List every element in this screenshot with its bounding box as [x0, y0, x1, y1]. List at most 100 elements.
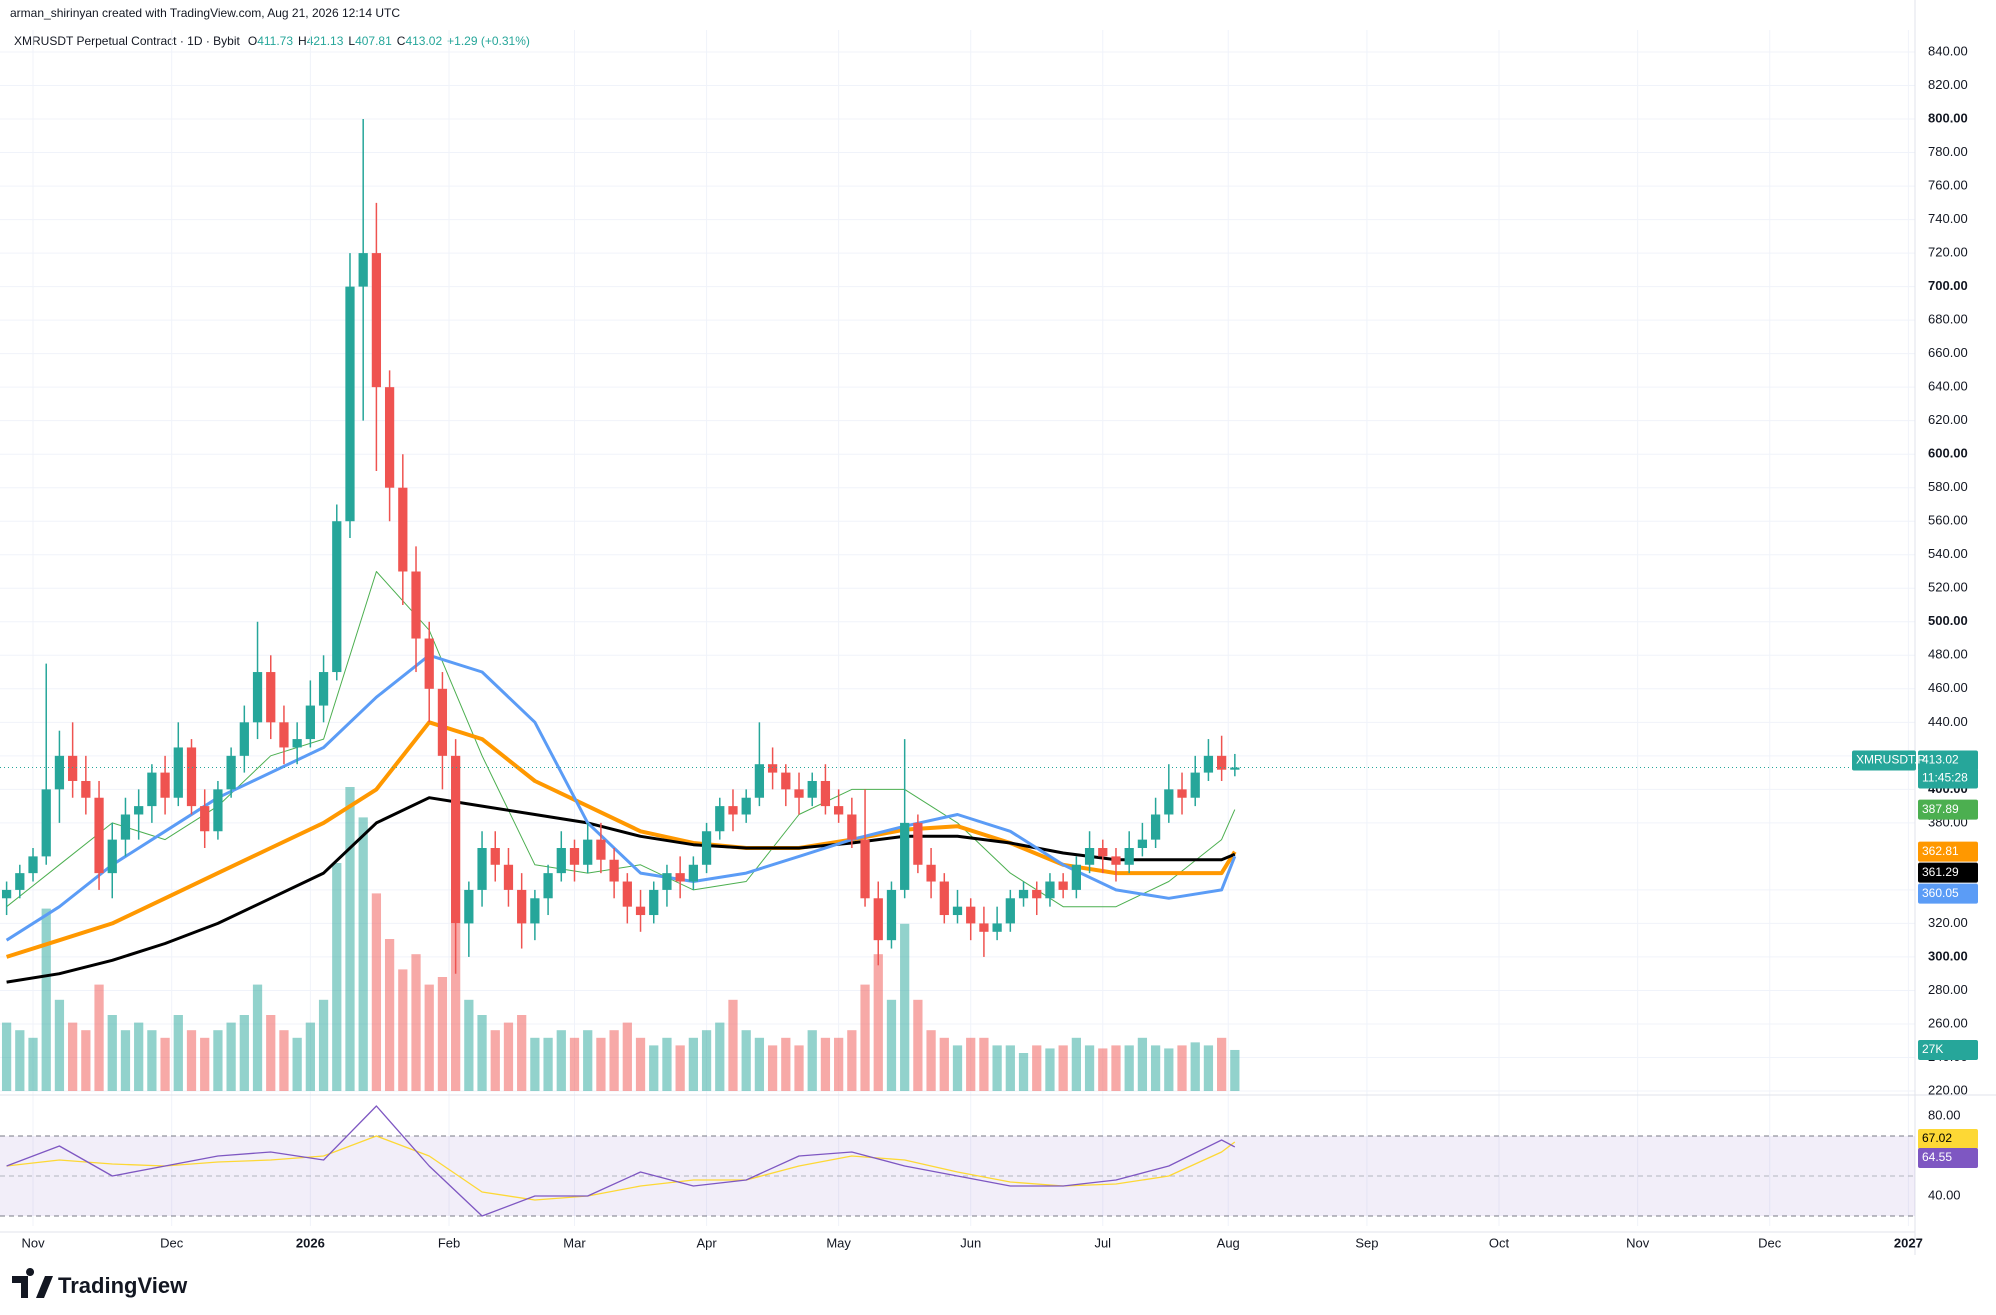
candle-body — [1230, 767, 1240, 770]
volume-bar — [952, 1045, 963, 1091]
volume-bar — [794, 1045, 804, 1091]
candle-body — [688, 864, 698, 882]
candle-body — [503, 864, 514, 890]
y-tick-label: 580.00 — [1928, 479, 1968, 494]
countdown-badge-bg — [1918, 768, 1978, 789]
rsi-tick-label: 80.00 — [1928, 1107, 1961, 1122]
price-badge: 413.02 — [1922, 753, 1959, 767]
x-tick-label: Jun — [960, 1235, 981, 1250]
volume-bar — [728, 999, 738, 1091]
candle-body — [530, 898, 540, 924]
volume-bar — [1164, 1048, 1174, 1091]
legend: XMRUSDT Perpetual Contract · 1D · Bybit O… — [14, 34, 530, 48]
volume-bar — [1058, 1045, 1068, 1091]
x-tick-label: Mar — [563, 1235, 586, 1250]
candle-body — [134, 806, 144, 815]
rsi-badge: 64.55 — [1922, 1150, 1952, 1164]
candle-body — [94, 797, 104, 874]
candle-body — [1018, 889, 1029, 899]
candle-body — [279, 722, 289, 748]
candle-body — [662, 873, 672, 890]
candle-body — [873, 898, 883, 941]
y-tick-label: 500.00 — [1928, 613, 1968, 628]
x-tick-label: Nov — [21, 1235, 45, 1250]
candle-body — [15, 873, 25, 890]
rsi-badge-bg — [1918, 1148, 1978, 1168]
y-tick-label: 640.00 — [1928, 379, 1968, 394]
candle-body — [1164, 789, 1174, 815]
y-tick-label: 260.00 — [1928, 1015, 1968, 1030]
x-tick-label: Dec — [1758, 1235, 1782, 1250]
candle-body — [807, 780, 817, 798]
volume-bar — [490, 1030, 500, 1091]
ohlc-key: C — [397, 34, 406, 48]
header: arman_shirinyan created with TradingView… — [10, 6, 400, 20]
y-tick-label: 220.00 — [1928, 1082, 1968, 1097]
candle-body — [292, 739, 302, 748]
x-tick-label: Feb — [438, 1235, 460, 1250]
candle-body — [886, 889, 897, 941]
candle-body — [437, 688, 448, 756]
volume-bar — [213, 1030, 223, 1091]
candle-body — [398, 487, 408, 572]
candle-body — [1150, 814, 1161, 840]
logo-icon — [12, 1268, 53, 1298]
volume-bar — [820, 1037, 831, 1091]
candle-body — [622, 881, 632, 907]
volume-bar — [1098, 1048, 1108, 1091]
candle-body — [107, 839, 117, 874]
candle-body — [1084, 848, 1095, 865]
candle-body — [1190, 772, 1200, 798]
candle-body — [451, 755, 461, 924]
y-tick-label: 300.00 — [1928, 948, 1968, 963]
candle-body — [939, 881, 949, 916]
candle-body — [28, 856, 38, 874]
candle-body — [1058, 881, 1068, 890]
volume-bar — [332, 863, 342, 1091]
volume-bar — [556, 1030, 566, 1091]
candle-body — [477, 848, 487, 890]
candle-body — [213, 789, 223, 832]
volume-bar — [173, 1015, 183, 1091]
candle-body — [966, 906, 976, 924]
candle-body — [54, 755, 65, 790]
change: +1.29 (+0.31%) — [447, 34, 530, 48]
y-tick-label: 460.00 — [1928, 680, 1968, 695]
candle-body — [345, 286, 355, 522]
volume-bar — [583, 1030, 593, 1091]
volume-bar — [900, 923, 910, 1091]
volume-bar — [1217, 1037, 1227, 1091]
volume-bar — [226, 1022, 236, 1091]
volume-bar — [384, 939, 395, 1091]
candle-body — [252, 672, 263, 723]
candle-body — [728, 806, 738, 815]
candle-body — [794, 789, 804, 798]
volume-bar — [134, 1022, 144, 1091]
volume-bar — [107, 1015, 117, 1091]
candle-body — [596, 839, 606, 860]
ohlc-value: 407.81 — [355, 34, 392, 48]
ohlc-key: H — [298, 34, 307, 48]
volume-bar — [847, 1030, 857, 1091]
volume-bar — [1045, 1048, 1055, 1091]
candle-body — [200, 806, 210, 832]
volume-bar — [81, 1030, 91, 1091]
candle-body — [569, 848, 580, 865]
candle-body — [1203, 755, 1214, 773]
volume-bar — [266, 1015, 276, 1091]
candle-body — [701, 831, 712, 865]
symbol-title: XMRUSDT Perpetual Contract · 1D · Bybit — [14, 34, 241, 48]
y-tick-label: 560.00 — [1928, 513, 1968, 528]
candle-body — [371, 253, 382, 388]
volume-bar — [1190, 1042, 1200, 1091]
volume-bar — [15, 1030, 25, 1091]
y-tick-label: 600.00 — [1928, 446, 1968, 461]
candle-body — [979, 923, 989, 932]
candle-body — [1124, 848, 1134, 865]
volume-bar — [701, 1030, 712, 1091]
moving-average — [6, 796, 1236, 984]
volume-bar — [517, 1015, 527, 1091]
candle-body — [1098, 848, 1108, 857]
candle-body — [754, 764, 765, 798]
volume-bar — [120, 1030, 131, 1091]
